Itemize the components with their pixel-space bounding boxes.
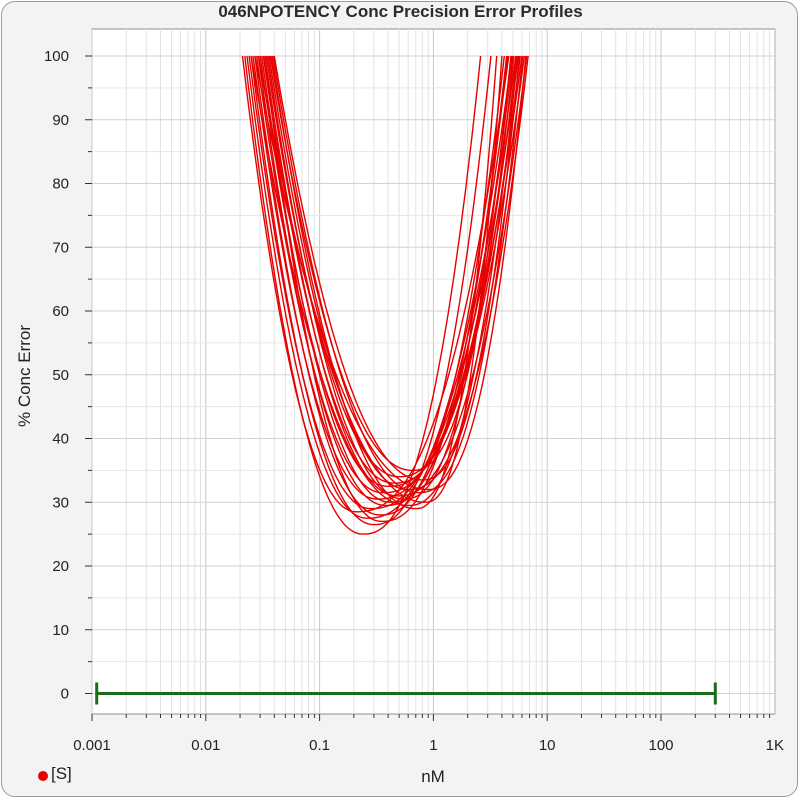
- series-line-24: [250, 55, 519, 507]
- y-tick-label: 0: [61, 686, 69, 703]
- y-tick-label: 100: [44, 48, 69, 65]
- series-line-18: [271, 55, 498, 510]
- x-tick-label: 1K: [766, 737, 784, 754]
- y-tick-label: 40: [52, 431, 69, 448]
- x-tick-label: 1: [429, 737, 437, 754]
- series-line-22: [254, 55, 527, 491]
- series-line-13: [264, 55, 528, 497]
- series-line-3: [246, 55, 513, 519]
- y-tick-label: 80: [52, 176, 69, 193]
- series-line-16: [268, 55, 529, 491]
- series-line-20: [273, 55, 521, 481]
- series-line-23: [264, 55, 509, 523]
- x-tick-label: 0.1: [309, 737, 330, 754]
- x-tick-label: 10: [539, 737, 556, 754]
- x-tick-label: 0.01: [191, 737, 220, 754]
- y-axis-label: % Conc Error: [15, 325, 34, 427]
- x-axis-label: nM: [421, 767, 445, 786]
- legend[interactable]: [S]: [38, 764, 72, 784]
- y-tick-label: 10: [52, 622, 69, 639]
- x-tick-label: 100: [648, 737, 673, 754]
- series-line-2: [244, 55, 482, 535]
- legend-label: [S]: [51, 764, 72, 783]
- range-bar: [95, 682, 717, 705]
- y-tick-label: 20: [52, 558, 69, 575]
- y-tick-label: 90: [52, 112, 69, 129]
- x-tick-label: 0.001: [73, 737, 111, 754]
- y-tick-label: 30: [52, 494, 69, 511]
- axis-ticks: [85, 55, 771, 721]
- x-tick-labels: 0.001 0.01 0.1 1 10 100 1K: [73, 737, 784, 754]
- y-tick-label: 70: [52, 239, 69, 256]
- series-line-7: [254, 55, 505, 516]
- legend-marker: [38, 771, 48, 781]
- y-tick-labels: 0 10 20 30 40 50 60 70 80 90 100: [44, 48, 69, 703]
- series-line-19: [272, 55, 524, 494]
- grid: [91, 29, 776, 714]
- y-tick-label: 60: [52, 303, 69, 320]
- series-line-17: [269, 55, 515, 472]
- chart-title: 046NPOTENCY Conc Precision Error Profile…: [218, 2, 583, 21]
- y-tick-label: 50: [52, 367, 69, 384]
- series-lines: [241, 55, 529, 535]
- series-line-5: [250, 55, 492, 526]
